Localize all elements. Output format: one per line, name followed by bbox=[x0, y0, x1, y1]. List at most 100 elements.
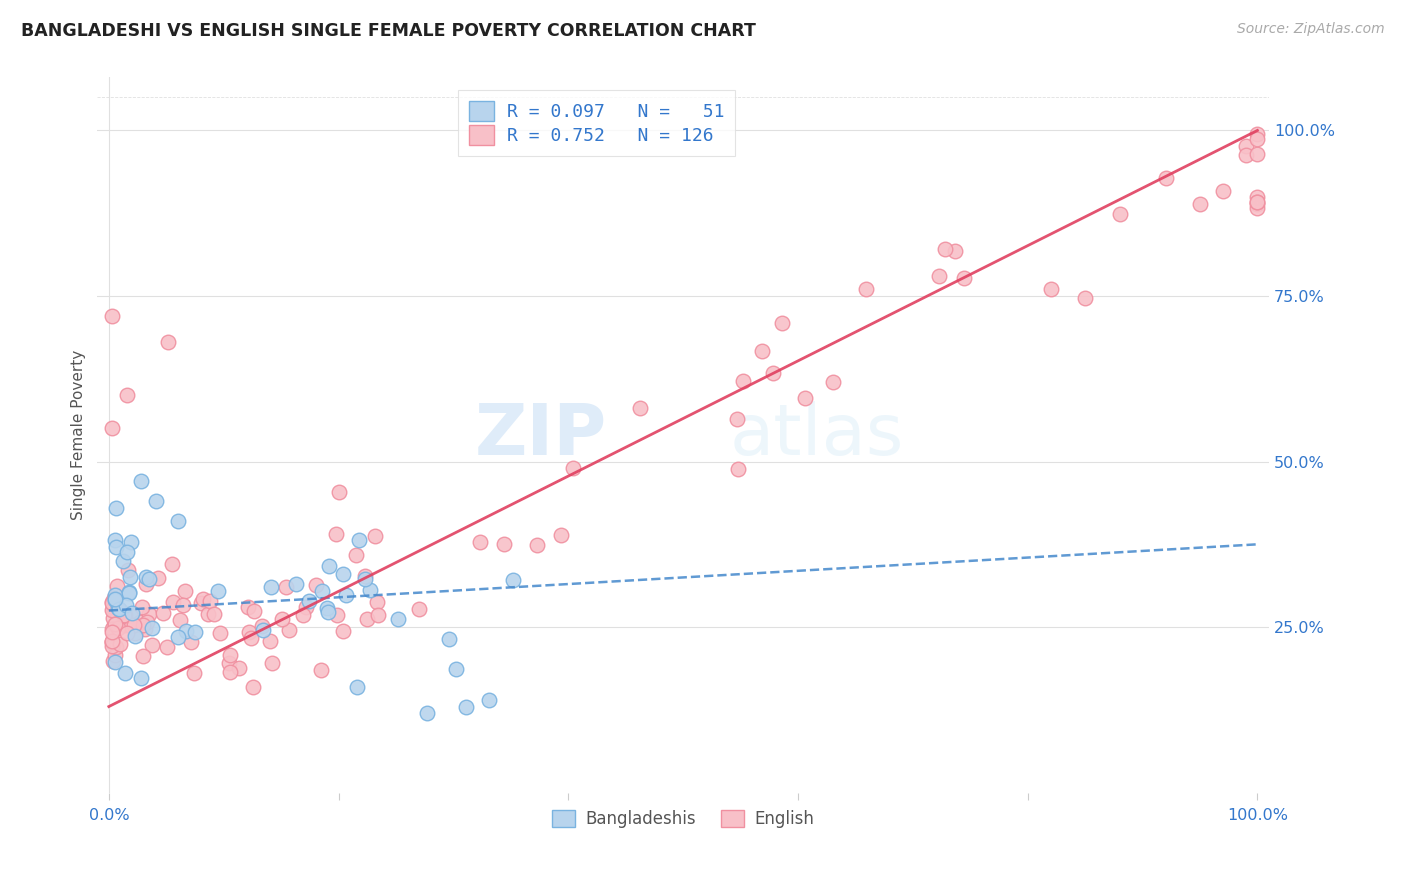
Point bbox=[103, 591, 125, 606]
Point bbox=[274, 580, 297, 594]
Point bbox=[356, 612, 378, 626]
Point bbox=[107, 602, 129, 616]
Point bbox=[304, 578, 326, 592]
Text: atlas: atlas bbox=[730, 401, 904, 469]
Point bbox=[762, 366, 785, 380]
Point bbox=[115, 598, 138, 612]
Point bbox=[166, 514, 188, 528]
Point bbox=[1246, 190, 1268, 204]
Point bbox=[207, 583, 229, 598]
Point bbox=[120, 535, 142, 549]
Point bbox=[138, 572, 160, 586]
Point bbox=[855, 282, 877, 296]
Point bbox=[103, 591, 125, 606]
Point bbox=[270, 611, 292, 625]
Point bbox=[101, 640, 124, 654]
Point bbox=[478, 693, 501, 707]
Point bbox=[1108, 207, 1130, 221]
Point bbox=[104, 648, 127, 662]
Point bbox=[561, 461, 583, 475]
Point bbox=[124, 625, 146, 640]
Point bbox=[242, 680, 264, 694]
Point bbox=[928, 268, 950, 283]
Point bbox=[315, 601, 337, 615]
Point bbox=[172, 598, 194, 612]
Point bbox=[1234, 148, 1257, 162]
Point bbox=[131, 475, 153, 489]
Point bbox=[295, 599, 318, 614]
Point bbox=[240, 631, 263, 645]
Point bbox=[1212, 184, 1234, 198]
Point bbox=[110, 637, 132, 651]
Y-axis label: Single Female Poverty: Single Female Poverty bbox=[72, 350, 86, 520]
Point bbox=[1154, 171, 1177, 186]
Point bbox=[160, 557, 183, 571]
Point bbox=[190, 596, 212, 610]
Point bbox=[228, 661, 250, 675]
Point bbox=[731, 374, 754, 388]
Point bbox=[152, 607, 174, 621]
Point bbox=[121, 606, 143, 620]
Point bbox=[120, 570, 142, 584]
Point bbox=[202, 607, 225, 621]
Point bbox=[318, 606, 340, 620]
Point bbox=[104, 640, 127, 654]
Point bbox=[502, 574, 524, 588]
Point bbox=[122, 618, 145, 632]
Point bbox=[218, 656, 240, 670]
Text: BANGLADESHI VS ENGLISH SINGLE FEMALE POVERTY CORRELATION CHART: BANGLADESHI VS ENGLISH SINGLE FEMALE POV… bbox=[21, 22, 756, 40]
Point bbox=[387, 612, 409, 626]
Point bbox=[311, 584, 333, 599]
Point bbox=[364, 528, 387, 542]
Point bbox=[346, 548, 368, 562]
Legend: Bangladeshis, English: Bangladeshis, English bbox=[546, 803, 821, 834]
Point bbox=[346, 680, 368, 694]
Point bbox=[309, 663, 332, 677]
Point bbox=[107, 622, 129, 636]
Point bbox=[110, 604, 132, 618]
Point bbox=[208, 626, 231, 640]
Point bbox=[454, 699, 477, 714]
Point bbox=[332, 566, 354, 581]
Point bbox=[101, 603, 124, 617]
Point bbox=[114, 618, 136, 632]
Point bbox=[129, 615, 152, 629]
Point bbox=[138, 607, 160, 621]
Point bbox=[347, 533, 370, 548]
Point bbox=[335, 589, 357, 603]
Point bbox=[103, 596, 125, 610]
Point bbox=[259, 633, 281, 648]
Point bbox=[183, 666, 205, 681]
Point bbox=[260, 580, 283, 594]
Point bbox=[328, 485, 350, 500]
Point bbox=[148, 571, 170, 585]
Point bbox=[134, 622, 156, 636]
Point bbox=[107, 600, 129, 615]
Point bbox=[326, 608, 349, 623]
Point bbox=[105, 579, 128, 593]
Point bbox=[103, 655, 125, 669]
Point bbox=[174, 583, 197, 598]
Point bbox=[470, 535, 492, 549]
Point bbox=[103, 588, 125, 602]
Point bbox=[114, 607, 136, 622]
Point bbox=[252, 624, 274, 638]
Point bbox=[129, 671, 152, 685]
Point bbox=[114, 666, 136, 681]
Point bbox=[115, 544, 138, 558]
Point bbox=[727, 461, 749, 475]
Point bbox=[112, 607, 135, 622]
Point bbox=[197, 607, 219, 621]
Point bbox=[332, 624, 354, 638]
Point bbox=[823, 376, 845, 390]
Point bbox=[354, 572, 377, 586]
Point bbox=[120, 619, 142, 633]
Point bbox=[104, 541, 127, 555]
Point bbox=[219, 648, 242, 662]
Point bbox=[103, 593, 125, 607]
Point bbox=[141, 622, 163, 636]
Point bbox=[101, 622, 124, 636]
Point bbox=[132, 648, 155, 663]
Point bbox=[550, 528, 572, 542]
Point bbox=[136, 615, 159, 629]
